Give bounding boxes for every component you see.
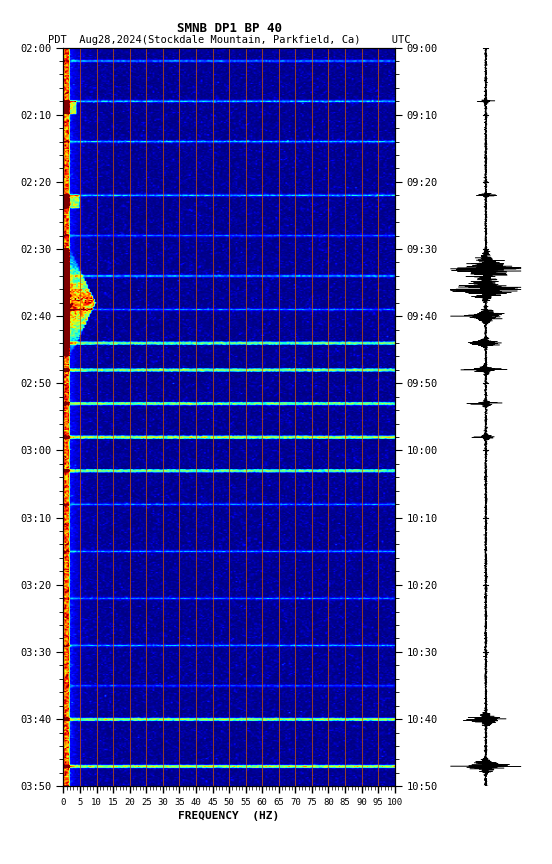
Text: SMNB DP1 BP 40: SMNB DP1 BP 40 [177,22,282,35]
Text: PDT  Aug28,2024(Stockdale Mountain, Parkfield, Ca)     UTC: PDT Aug28,2024(Stockdale Mountain, Parkf… [48,35,410,45]
X-axis label: FREQUENCY  (HZ): FREQUENCY (HZ) [178,811,280,821]
